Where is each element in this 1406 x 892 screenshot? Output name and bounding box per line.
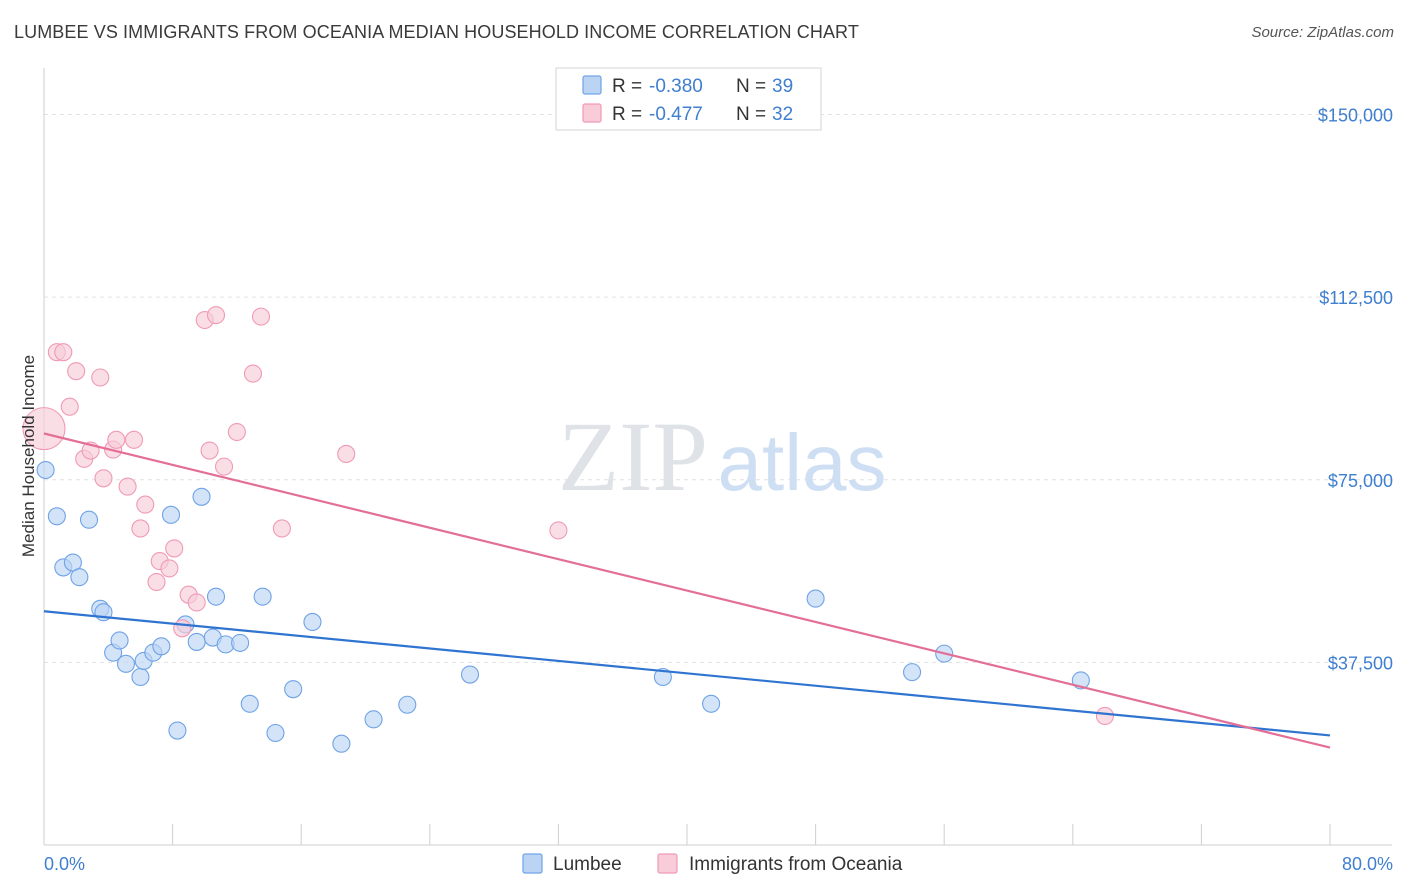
point-1-29 [272,519,291,538]
point-0-15 [161,505,181,524]
point-0-34 [702,694,721,713]
point-0-19 [192,487,211,506]
point-1-32 [1095,706,1114,725]
point-1-23 [200,441,219,460]
point-0-25 [253,587,272,606]
legend-r-label-2: R = [612,104,642,125]
point-1-12 [124,430,144,449]
point-0-4 [70,568,89,587]
series-legend: Lumbee Immigrants from Oceania [522,853,903,875]
point-1-31 [549,521,568,540]
point-0-36 [902,663,922,682]
bottom-legend-label-oceania: Immigrants from Oceania [689,854,903,875]
series-1 [22,306,1114,725]
point-0-29 [332,734,351,753]
point-0-31 [398,695,417,714]
point-1-18 [165,539,184,558]
point-1-25 [214,457,234,476]
point-0-1 [47,507,66,526]
source-label: Source: ZipAtlas.com [1251,24,1394,41]
trend-line-0 [43,610,1331,737]
axes [43,68,1392,846]
point-0-23 [231,633,250,652]
point-0-5 [79,510,99,529]
bottom-legend-label-lumbee: Lumbee [553,854,622,875]
bottom-legend-swatch-lumbee [522,853,543,874]
trend-layer [43,432,1331,749]
x-tick-labels: 0.0% 80.0% [44,854,1393,874]
chart-title: LUMBEE VS IMMIGRANTS FROM OCEANIA MEDIAN… [14,22,859,42]
point-0-11 [131,667,150,687]
y-tick-label-0: $37,500 [1328,653,1393,673]
y-tick-label-1: $75,000 [1328,471,1393,491]
point-0-9 [110,631,129,650]
y-tick-label-3: $150,000 [1318,106,1393,126]
legend-n-label-2: N = [736,104,766,125]
point-1-15 [147,572,166,592]
legend-r-label-1: R = [612,76,642,97]
legend-r-value-1: -0.380 [649,76,703,97]
x-tick-label-0: 0.0% [44,854,85,874]
point-1-7 [91,368,110,387]
watermark-atlas: atlas [718,418,887,507]
point-1-4 [67,362,86,381]
point-0-0 [36,460,55,480]
point-1-11 [118,477,137,496]
correlation-legend: R = -0.380 N = 39 R = -0.477 N = 32 [555,67,822,131]
point-1-28 [251,307,271,326]
legend-swatch-oceania [582,103,602,123]
point-0-21 [206,587,226,606]
point-1-19 [173,619,192,638]
bottom-legend-swatch-oceania [657,853,678,874]
point-1-30 [337,444,356,464]
legend-n-value-2: 32 [772,104,793,125]
point-1-10 [107,430,126,449]
point-0-10 [116,654,136,673]
point-0-18 [187,632,206,651]
point-1-24 [206,306,226,325]
point-0-26 [266,723,285,743]
point-1-2 [54,343,73,362]
point-0-32 [460,665,480,684]
trend-line-1 [43,432,1331,749]
point-0-24 [240,694,259,713]
point-1-27 [243,364,263,383]
point-1-26 [227,422,246,442]
point-1-3 [60,397,79,416]
y-axis-title: Median Household Income [19,355,38,557]
watermark: ZIP atlas [558,401,886,512]
point-1-17 [160,559,179,578]
point-1-21 [187,593,206,612]
point-1-13 [131,519,150,538]
point-0-16 [168,721,187,740]
point-1-8 [94,469,113,488]
point-0-33 [653,667,672,687]
legend-r-value-2: -0.477 [649,104,703,125]
series-layer [22,306,1114,753]
gridlines [44,114,1395,663]
legend-swatch-lumbee [582,75,602,95]
point-0-30 [364,710,383,729]
point-1-0 [22,407,66,451]
point-0-27 [284,680,303,699]
point-0-14 [152,637,171,656]
point-0-28 [303,612,322,632]
point-0-35 [806,589,825,608]
legend-n-label-1: N = [736,76,766,97]
y-tick-labels: $37,500 $75,000 $112,500 $150,000 [1318,106,1393,674]
series-0 [36,460,1090,753]
legend-n-value-1: 39 [772,76,793,97]
x-tick-label-1: 80.0% [1342,854,1393,874]
point-1-14 [136,495,155,514]
y-tick-label-2: $112,500 [1319,288,1393,308]
watermark-zip: ZIP [558,401,708,512]
